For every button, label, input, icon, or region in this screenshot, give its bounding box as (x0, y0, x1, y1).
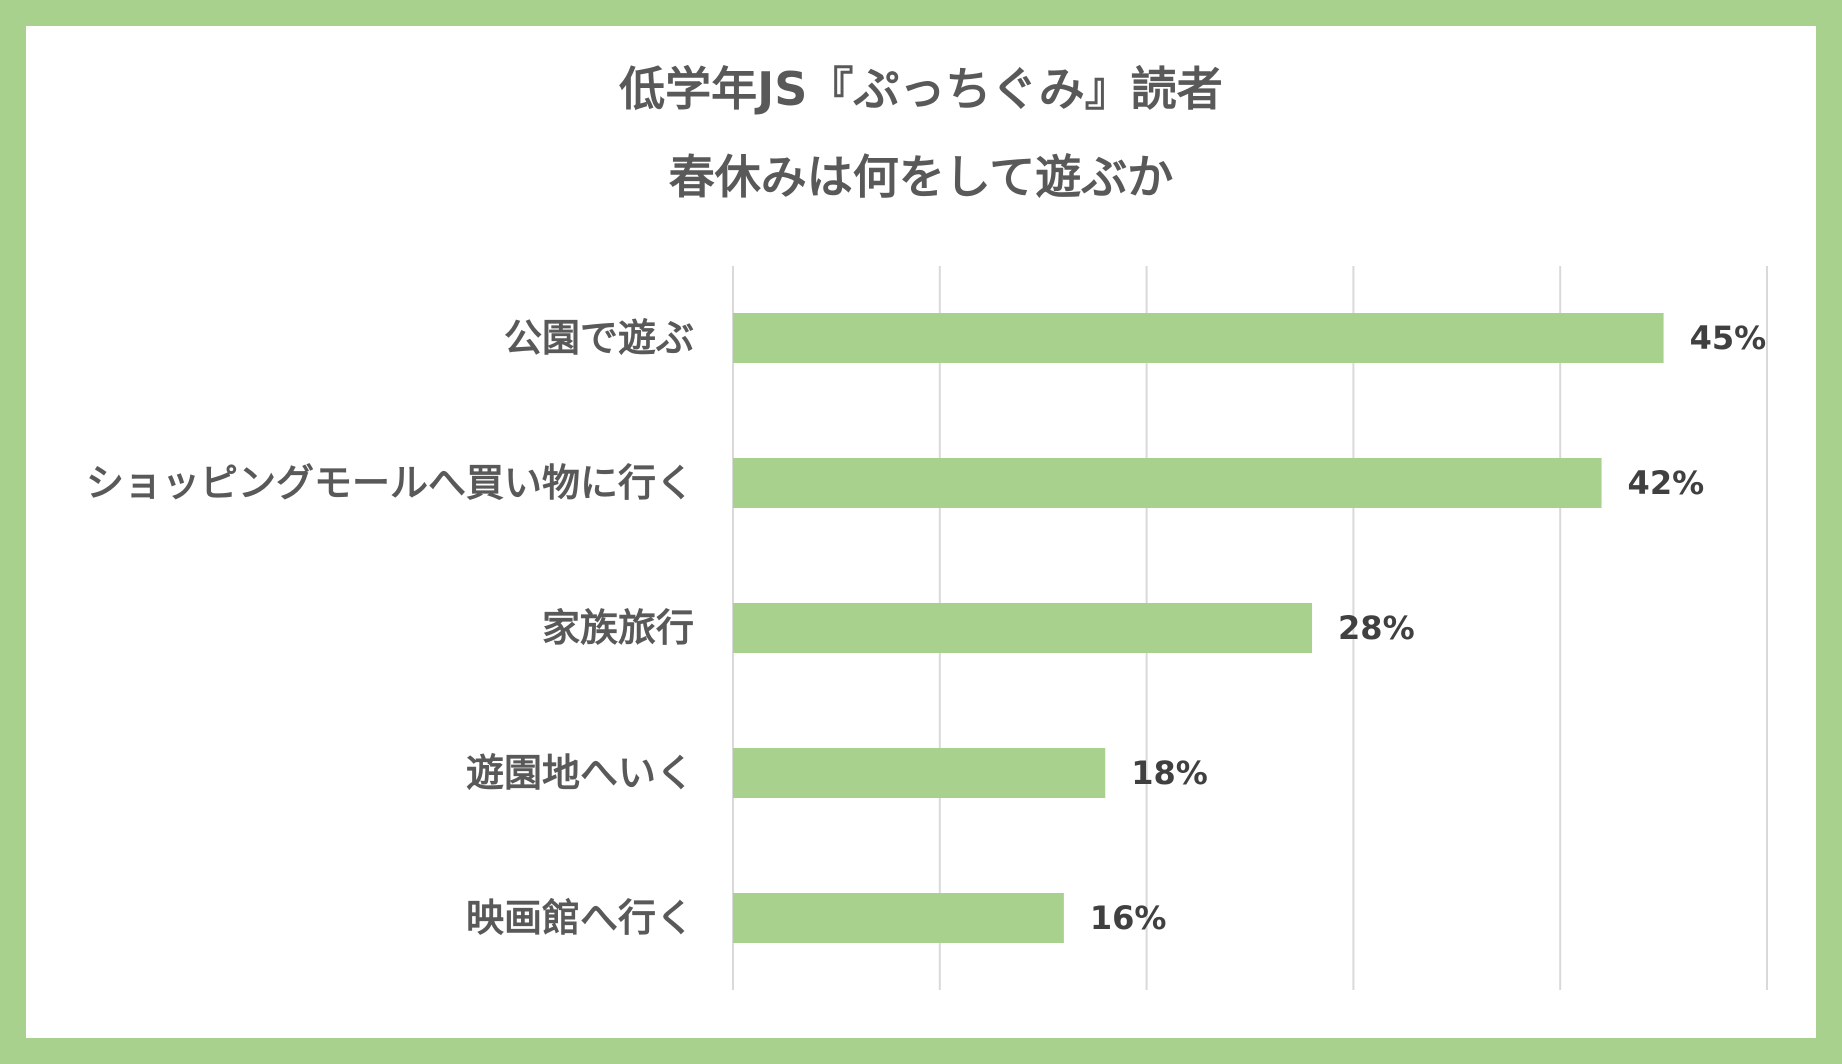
value-label: 18% (1131, 754, 1208, 792)
category-label: 遊園地へいく (466, 751, 694, 795)
category-label: 映画館へ行く (466, 896, 694, 940)
value-label: 45% (1690, 319, 1767, 357)
bar (733, 893, 1064, 943)
category-label: ショッピングモールへ買い物に行く (86, 461, 694, 505)
bar (733, 748, 1106, 798)
category-label: 公園で遊ぶ (504, 316, 694, 360)
value-label: 42% (1628, 464, 1705, 502)
value-label: 16% (1090, 899, 1167, 937)
bar (733, 458, 1602, 508)
category-label: 家族旅行 (542, 606, 694, 650)
chart-title: 低学年JS『ぷっちぐみ』読者 (619, 62, 1223, 116)
bar (733, 313, 1664, 363)
value-label: 28% (1338, 609, 1415, 647)
chart-subtitle: 春休みは何をして遊ぶか (668, 150, 1174, 204)
bar (733, 603, 1313, 653)
